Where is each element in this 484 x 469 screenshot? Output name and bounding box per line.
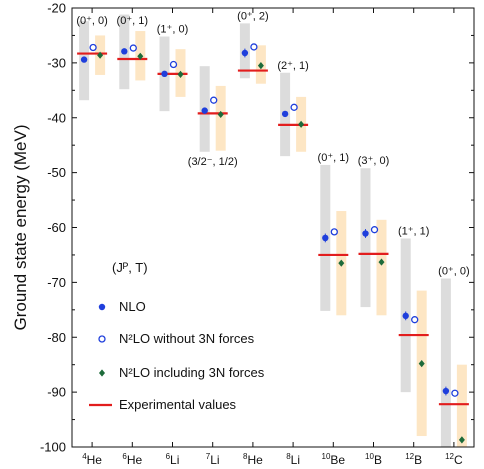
y-tick-label: -40 bbox=[47, 110, 66, 125]
legend-quantum-numbers: (Jᴾ, T) bbox=[112, 260, 148, 275]
legend-label: NLO bbox=[119, 299, 146, 314]
legend-marker-nlo bbox=[98, 303, 106, 311]
element-symbol: He bbox=[127, 453, 143, 467]
n2lo-no3n-point bbox=[250, 43, 258, 51]
n2lo-3n-point bbox=[378, 258, 385, 266]
quantum-number-label: (0⁺, 0) bbox=[76, 15, 107, 27]
quantum-number-label: (0⁺, 2) bbox=[237, 10, 268, 22]
legend-label: N²LO without 3N forces bbox=[119, 331, 255, 346]
nlo-point bbox=[442, 387, 450, 395]
element-symbol: He bbox=[247, 453, 263, 467]
y-tick-label: -50 bbox=[47, 165, 66, 180]
legend: (Jᴾ, T) NLO N²LO without 3N forces N²LO inc… bbox=[89, 260, 265, 412]
element-symbol: B bbox=[414, 453, 422, 467]
x-category-label: 12C bbox=[445, 452, 463, 467]
legend-marker-n2lo-3n bbox=[99, 369, 105, 377]
mass-number: 6 bbox=[166, 452, 171, 461]
n2lo-3n-point bbox=[97, 51, 104, 59]
mass-number: 8 bbox=[243, 452, 248, 461]
quantum-number-label: (1⁺, 0) bbox=[157, 24, 188, 36]
nlo-point bbox=[241, 49, 249, 57]
n2lo-3n-point bbox=[338, 259, 345, 267]
n2lo-no3n-point bbox=[330, 228, 338, 236]
y-axis-label: Ground state energy (MeV) bbox=[11, 125, 30, 331]
n2lo-3n-band bbox=[215, 85, 226, 151]
y-tick-label: -30 bbox=[47, 55, 66, 70]
n2lo-no3n-point bbox=[210, 96, 218, 104]
mass-number: 7 bbox=[206, 452, 211, 461]
x-category-label: 10B bbox=[365, 452, 382, 467]
legend-label: Experimental values bbox=[119, 397, 237, 412]
element-symbol: Li bbox=[291, 453, 300, 467]
n2lo-3n-point bbox=[257, 62, 264, 70]
n2lo-no3n-point bbox=[451, 389, 459, 397]
data-points bbox=[80, 43, 465, 444]
nlo-point bbox=[121, 48, 128, 55]
element-symbol: Be bbox=[330, 453, 345, 467]
nlo-point bbox=[362, 230, 369, 237]
mass-number: 12 bbox=[445, 452, 454, 461]
nlo-point bbox=[402, 312, 409, 320]
n2lo-3n-point bbox=[418, 359, 425, 368]
n2lo-no3n-point bbox=[411, 316, 419, 324]
y-tick-label: -100 bbox=[40, 440, 66, 455]
quantum-number-label: (3/2⁻, 1/2) bbox=[188, 156, 238, 168]
quantum-number-label: (0⁺, 1) bbox=[318, 152, 349, 164]
nlo-point bbox=[322, 234, 329, 242]
n2lo-3n-point bbox=[458, 436, 465, 444]
element-symbol: Li bbox=[170, 453, 179, 467]
y-tick-label: -20 bbox=[47, 1, 66, 16]
n2lo-no3n-point bbox=[370, 226, 379, 234]
element-symbol: He bbox=[87, 453, 103, 467]
nlo-point bbox=[281, 110, 289, 118]
x-category-label: 8He bbox=[243, 452, 263, 467]
legend-marker-n2lo-no3n bbox=[98, 335, 106, 343]
n2lo-no3n-point bbox=[89, 43, 97, 52]
n2lo-3n-point bbox=[137, 52, 144, 60]
nlo-point bbox=[161, 70, 168, 78]
quantum-number-label: (1⁺, 1) bbox=[398, 225, 429, 237]
n2lo-3n-point bbox=[217, 110, 224, 119]
x-category-label: 6Li bbox=[166, 452, 180, 467]
mass-number: 12 bbox=[405, 452, 414, 461]
nlo-band bbox=[440, 278, 451, 447]
n2lo-no3n-point bbox=[169, 60, 178, 69]
legend-label: N²LO including 3N forces bbox=[119, 365, 265, 380]
quantum-number-label: (0⁺, 1) bbox=[117, 15, 148, 27]
x-category-label: 6He bbox=[122, 452, 142, 467]
nlo-point bbox=[80, 56, 88, 63]
mass-number: 10 bbox=[322, 452, 331, 461]
element-symbol: C bbox=[454, 453, 463, 467]
y-tick-label: -90 bbox=[47, 385, 66, 400]
n2lo-no3n-point bbox=[129, 44, 137, 52]
quantum-number-label: (0⁺, 0) bbox=[438, 266, 469, 278]
quantum-number-label: (2⁺, 1) bbox=[277, 60, 308, 72]
x-category-label: 10Be bbox=[322, 452, 346, 467]
element-symbol: B bbox=[374, 453, 382, 467]
x-category-label: 12B bbox=[405, 452, 422, 467]
quantum-number-label: (3⁺, 0) bbox=[358, 155, 389, 167]
x-category-label: 8Li bbox=[286, 452, 300, 467]
n2lo-no3n-point bbox=[290, 103, 298, 111]
nlo-point bbox=[201, 107, 208, 114]
n2lo-3n-point bbox=[177, 70, 184, 78]
quantum-number-annotations: (0⁺, 0) (0⁺, 1) (1⁺, 0) (3/2⁻, 1/2) (0⁺, 2) (… bbox=[76, 10, 469, 277]
mass-number: 10 bbox=[365, 452, 374, 461]
element-symbol: Li bbox=[210, 453, 219, 467]
mass-number: 6 bbox=[122, 452, 127, 461]
n2lo-3n-band bbox=[376, 219, 387, 316]
y-tick-label: -80 bbox=[47, 330, 66, 345]
x-category-label: 7Li bbox=[206, 452, 220, 467]
y-tick-label: -70 bbox=[47, 275, 66, 290]
mass-number: 8 bbox=[286, 452, 291, 461]
y-tick-label: -60 bbox=[47, 220, 66, 235]
mass-number: 4 bbox=[82, 452, 87, 461]
n2lo-3n-point bbox=[298, 120, 305, 128]
n2lo-3n-band bbox=[456, 364, 467, 447]
x-category-label: 4He bbox=[82, 452, 102, 467]
